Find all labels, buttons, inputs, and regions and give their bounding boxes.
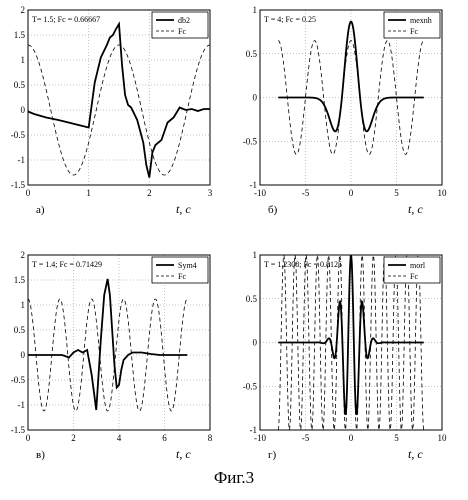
legend-box (151, 256, 209, 284)
y-tick-label: 2 (21, 250, 26, 260)
legend: mexnh Fc (383, 11, 441, 39)
plot-area (278, 20, 424, 155)
panel-label: г) (268, 449, 277, 461)
x-tick-label: 3 (208, 188, 213, 198)
legend-label: db2 (178, 16, 190, 25)
plot-frame (259, 9, 443, 186)
x-tick-label: 8 (208, 433, 213, 443)
series-line-fc (277, 255, 425, 430)
y-tick-label: -1 (250, 180, 258, 190)
series-line-morl (278, 255, 424, 416)
y-tick-label: -1 (18, 155, 26, 165)
series-line-fc (278, 40, 424, 155)
y-tick-label: 1 (21, 300, 26, 310)
legend-label: Fc (410, 27, 418, 36)
legend-label: Fc (178, 272, 186, 281)
parameter-annotation: T= 1.5; Fc = 0.66667 (32, 15, 100, 24)
x-tick-label: 2 (147, 188, 152, 198)
legend-label: mexnh (410, 16, 432, 25)
series-line-db2 (28, 21, 210, 178)
legend-label: Sym4 (178, 261, 197, 270)
y-tick-label: 1 (21, 55, 26, 65)
chart-panel: 0 1 2 3 2 1.5 1 0.5 0 -0.5 -1 -1.5 T= 1.5; Fc = 0.66… (11, 5, 213, 216)
legend-label: morl (410, 261, 426, 270)
y-tick-label: 0 (253, 338, 258, 348)
x-tick-label: 0 (349, 188, 354, 198)
x-tick-label: 10 (438, 188, 448, 198)
x-tick-label: 10 (438, 433, 448, 443)
x-tick-label: 4 (117, 433, 122, 443)
y-tick-label: -0.5 (243, 136, 258, 146)
y-tick-label: 1.5 (14, 30, 26, 40)
y-tick-label: 0 (21, 105, 26, 115)
x-tick-label: -10 (254, 188, 266, 198)
figure-caption: Фиг.3 (213, 468, 255, 487)
plot-area (28, 21, 210, 178)
series-line-fc (28, 298, 188, 412)
x-axis-unit-label: t, c (176, 447, 191, 461)
plot-frame (27, 254, 211, 431)
y-tick-label: 0 (21, 350, 26, 360)
x-tick-label: 0 (26, 188, 31, 198)
legend: morl Fc (383, 256, 441, 284)
y-tick-label: -0.5 (11, 375, 26, 385)
chart-panel: 0 2 4 6 8 2 1.5 1 0.5 0 -0.5 -1 -1.5 T = 1.4; Fc = 0.… (11, 250, 213, 461)
x-axis-unit-label: t, c (408, 202, 423, 216)
legend-box (151, 11, 209, 39)
x-tick-label: 0 (349, 433, 354, 443)
legend-label: Fc (410, 272, 418, 281)
y-tick-label: -0.5 (243, 381, 258, 391)
y-tick-label: 0.5 (14, 325, 26, 335)
x-tick-label: 1 (86, 188, 91, 198)
x-tick-label: -10 (254, 433, 266, 443)
legend: db2 Fc (151, 11, 209, 39)
parameter-annotation: T = 4; Fc = 0.25 (264, 15, 316, 24)
legend-box (383, 11, 441, 39)
y-tick-label: -0.5 (11, 130, 26, 140)
y-tick-label: 0.5 (14, 80, 26, 90)
y-tick-label: -1.5 (11, 180, 26, 190)
y-tick-label: -1 (18, 400, 26, 410)
chart-panel: -10 -5 0 5 10 1 0.5 0 -0.5 -1 T = 1.2308; Fc = 0.8… (243, 250, 447, 461)
plot-frame (259, 254, 443, 431)
plot-frame (27, 9, 211, 186)
parameter-annotation: T = 1.2308; Fc = 0.8125 (264, 260, 342, 269)
y-tick-label: 0.5 (246, 294, 258, 304)
x-tick-label: -5 (302, 188, 310, 198)
parameter-annotation: T = 1.4; Fc = 0.71429 (32, 260, 102, 269)
x-tick-label: 0 (26, 433, 31, 443)
x-tick-label: 2 (71, 433, 76, 443)
x-tick-label: -5 (302, 433, 310, 443)
x-tick-label: 5 (394, 433, 399, 443)
plot-area (277, 255, 425, 430)
series-line-sym4 (28, 278, 188, 411)
y-tick-label: 0.5 (246, 49, 258, 59)
x-tick-label: 6 (162, 433, 167, 443)
y-tick-label: 0 (253, 93, 258, 103)
y-tick-label: 2 (21, 5, 26, 15)
y-tick-label: 1.5 (14, 275, 26, 285)
x-axis-unit-label: t, c (408, 447, 423, 461)
y-tick-label: 1 (253, 5, 258, 15)
panel-label: а) (36, 204, 45, 216)
panel-label: б) (268, 204, 278, 216)
legend-box (383, 256, 441, 284)
panel-label: в) (36, 449, 45, 461)
y-tick-label: -1 (250, 425, 258, 435)
x-tick-label: 5 (394, 188, 399, 198)
y-tick-label: 1 (253, 250, 258, 260)
plot-area (28, 278, 188, 412)
y-tick-label: -1.5 (11, 425, 26, 435)
chart-panel: -10 -5 0 5 10 1 0.5 0 -0.5 -1 T = 4; Fc = 0.25 mexn… (243, 5, 447, 216)
legend-label: Fc (178, 27, 186, 36)
series-line-mexnh (278, 20, 424, 133)
series-line-fc (28, 44, 210, 176)
x-axis-unit-label: t, c (176, 202, 191, 216)
legend: Sym4 Fc (151, 256, 209, 284)
